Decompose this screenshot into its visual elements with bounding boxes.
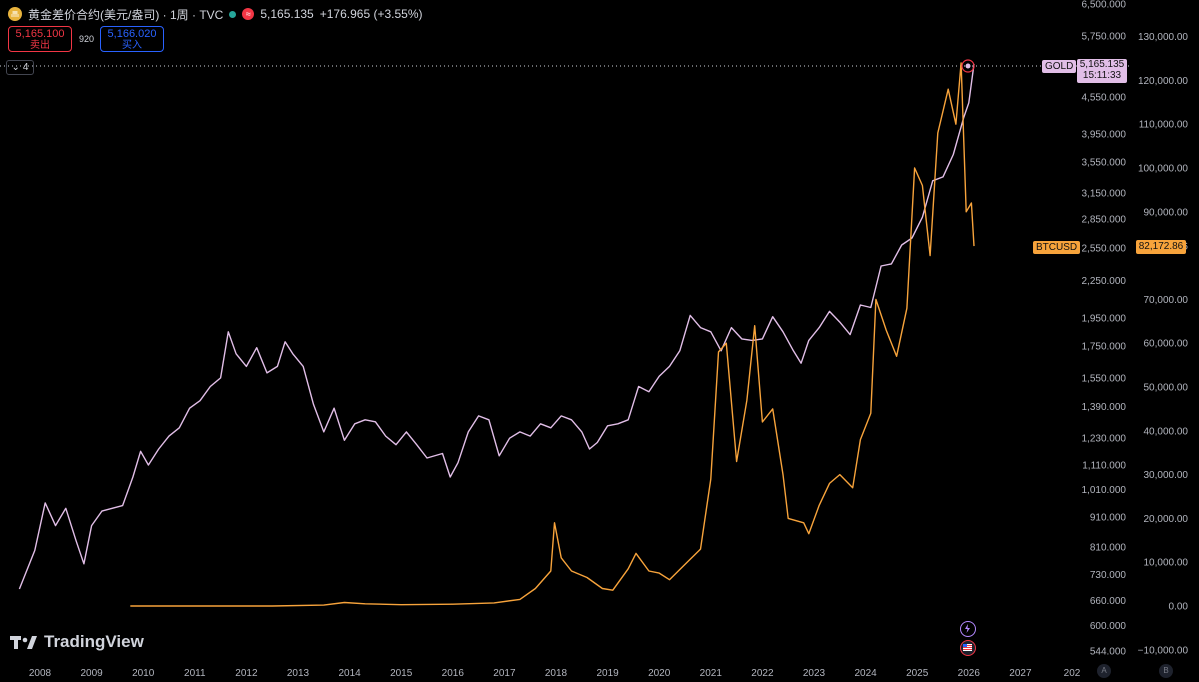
- left-axis-tick: 910.000: [1090, 512, 1127, 523]
- bar-countdown: 15:11:33: [1082, 70, 1122, 81]
- chevron-down-icon: ⌄: [11, 62, 20, 73]
- time-axis-tick: 2026: [958, 668, 981, 679]
- left-axis-tick: 2,850.000: [1082, 215, 1127, 226]
- market-status-badge: ≈: [242, 8, 255, 20]
- left-axis-tick: 1,750.000: [1082, 342, 1127, 353]
- right-axis-tick: 70,000.00: [1144, 295, 1189, 306]
- time-axis-tick: 2015: [390, 668, 413, 679]
- left-axis-tick: 1,550.000: [1082, 373, 1127, 384]
- right-axis-tick: 110,000.00: [1139, 120, 1189, 131]
- time-axis-tick: 2014: [338, 668, 361, 679]
- series-layer: [18, 62, 975, 607]
- buy-label: 买入: [122, 40, 142, 51]
- right-axis-tick: 50,000.00: [1144, 383, 1189, 394]
- btc-series-tag: BTCUSD: [1033, 241, 1081, 254]
- left-axis-tick: 4,550.000: [1082, 93, 1127, 104]
- gold-price-label: 5,165.135 15:11:33: [1077, 59, 1127, 83]
- right-axis-tick: 60,000.00: [1144, 339, 1189, 350]
- price-change: +176.965 (+3.55%): [319, 7, 423, 21]
- left-axis-tick: 660.000: [1090, 596, 1127, 607]
- time-axis-tick: 2012: [235, 668, 258, 679]
- indicator-count: 4: [22, 62, 29, 73]
- right-axis-tick: 30,000.00: [1144, 470, 1189, 481]
- right-axis-tick: −10,000.00: [1138, 645, 1189, 656]
- symbol-title[interactable]: 黄金差价合约(美元/盎司) · 1周 · TVC: [28, 7, 224, 22]
- market-open-dot: [229, 10, 237, 18]
- tradingview-logo-icon: [10, 636, 37, 649]
- time-axis: 2008 2009 2010 2011 2012 2013 2014 2015 2016 2017…: [29, 668, 1081, 679]
- buy-button[interactable]: 5,166.020 买入: [100, 26, 164, 52]
- left-axis-tick: 1,010.000: [1082, 485, 1127, 496]
- left-axis-tick: 1,230.000: [1082, 434, 1127, 445]
- right-price-axis: 130,000.00 120,000.00 110,000.00 100,000.00…: [1138, 32, 1189, 656]
- right-axis-tick: 100,000.00: [1138, 164, 1188, 175]
- left-axis-tick: 600.000: [1090, 621, 1127, 632]
- right-axis-tick: 0.00: [1169, 602, 1189, 613]
- time-axis-tick: 2013: [287, 668, 310, 679]
- left-axis-tick: 2,250.000: [1082, 276, 1127, 287]
- spread-value: 920: [79, 34, 95, 44]
- time-axis-tick: 2008: [29, 668, 52, 679]
- sell-price: 5,165.100: [15, 28, 65, 40]
- sell-button[interactable]: 5,165.100 卖出: [8, 26, 72, 52]
- right-axis-tick: 40,000.00: [1144, 426, 1189, 437]
- time-axis-tick: 2021: [700, 668, 723, 679]
- time-axis-tick: 2010: [132, 668, 155, 679]
- left-axis-tick: 2,550.000: [1082, 244, 1127, 255]
- left-axis-tick: 1,110.000: [1082, 461, 1126, 472]
- time-axis-tick: 2017: [493, 668, 516, 679]
- brand-name: TradingView: [44, 632, 144, 651]
- time-axis-tick: 2019: [596, 668, 619, 679]
- left-axis-tick: 3,550.000: [1082, 157, 1127, 168]
- gold-coin-icon: [8, 7, 22, 21]
- right-axis-tick: 130,000.00: [1138, 32, 1188, 43]
- left-price-axis: 6,500.000 5,750.000 5,165.135 4,550.000 3,95…: [1082, 0, 1127, 658]
- time-axis-tick: 2023: [803, 668, 826, 679]
- btcusd-series-line: [130, 62, 975, 607]
- gold-price-value: 5,165.135: [1079, 59, 1125, 70]
- right-axis-tick: 120,000.00: [1138, 76, 1188, 87]
- last-price-marker: [961, 59, 975, 73]
- time-axis-tick: 2024: [854, 668, 877, 679]
- last-price: 5,165.135: [260, 7, 314, 21]
- btc-price-label: 82,172.86: [1136, 240, 1186, 254]
- last-price-dot: [965, 63, 971, 69]
- right-axis-tick: 20,000.00: [1144, 514, 1189, 525]
- time-axis-tick: 2018: [545, 668, 568, 679]
- time-axis-tick: 2025: [906, 668, 929, 679]
- gold-series-line: [18, 63, 975, 590]
- time-axis-tick: 2011: [184, 668, 206, 679]
- lightning-event-icon[interactable]: [960, 621, 976, 637]
- time-axis-tick: 2016: [442, 668, 465, 679]
- left-axis-tick: 5,750.000: [1082, 32, 1127, 43]
- left-axis-tick: 3,950.000: [1082, 129, 1127, 140]
- auto-scale-button[interactable]: A: [1097, 664, 1111, 678]
- left-axis-tick: 6,500.000: [1082, 0, 1127, 11]
- time-axis-tick: 2009: [80, 668, 103, 679]
- us-flag-event-icon[interactable]: [960, 640, 976, 656]
- time-axis-tick: 2020: [648, 668, 671, 679]
- buy-price: 5,166.020: [107, 28, 157, 40]
- tradingview-logo[interactable]: TradingView: [10, 632, 144, 652]
- right-axis-tick: 90,000.00: [1144, 207, 1189, 218]
- left-axis-tick: 730.000: [1090, 570, 1127, 581]
- left-axis-tick: 810.000: [1090, 543, 1127, 554]
- left-axis-tick: 1,950.000: [1082, 314, 1127, 325]
- gold-series-tag: GOLD: [1042, 60, 1077, 73]
- sell-label: 卖出: [30, 40, 50, 51]
- time-axis-tick: 2022: [751, 668, 774, 679]
- left-axis-tick: 1,390.000: [1082, 402, 1127, 413]
- left-axis-tick: 3,150.000: [1082, 188, 1127, 199]
- chart-header: 黄金差价合约(美元/盎司) · 1周 · TVC ≈ 5,165.135 +17…: [8, 6, 422, 22]
- right-axis-tick: 10,000.00: [1144, 558, 1189, 569]
- time-axis-tick: 2027: [1009, 668, 1032, 679]
- log-scale-button[interactable]: B: [1159, 664, 1173, 678]
- left-axis-tick: 544.000: [1090, 647, 1127, 658]
- time-axis-tick: 202: [1064, 668, 1081, 679]
- indicators-toggle[interactable]: ⌄ 4: [6, 60, 34, 75]
